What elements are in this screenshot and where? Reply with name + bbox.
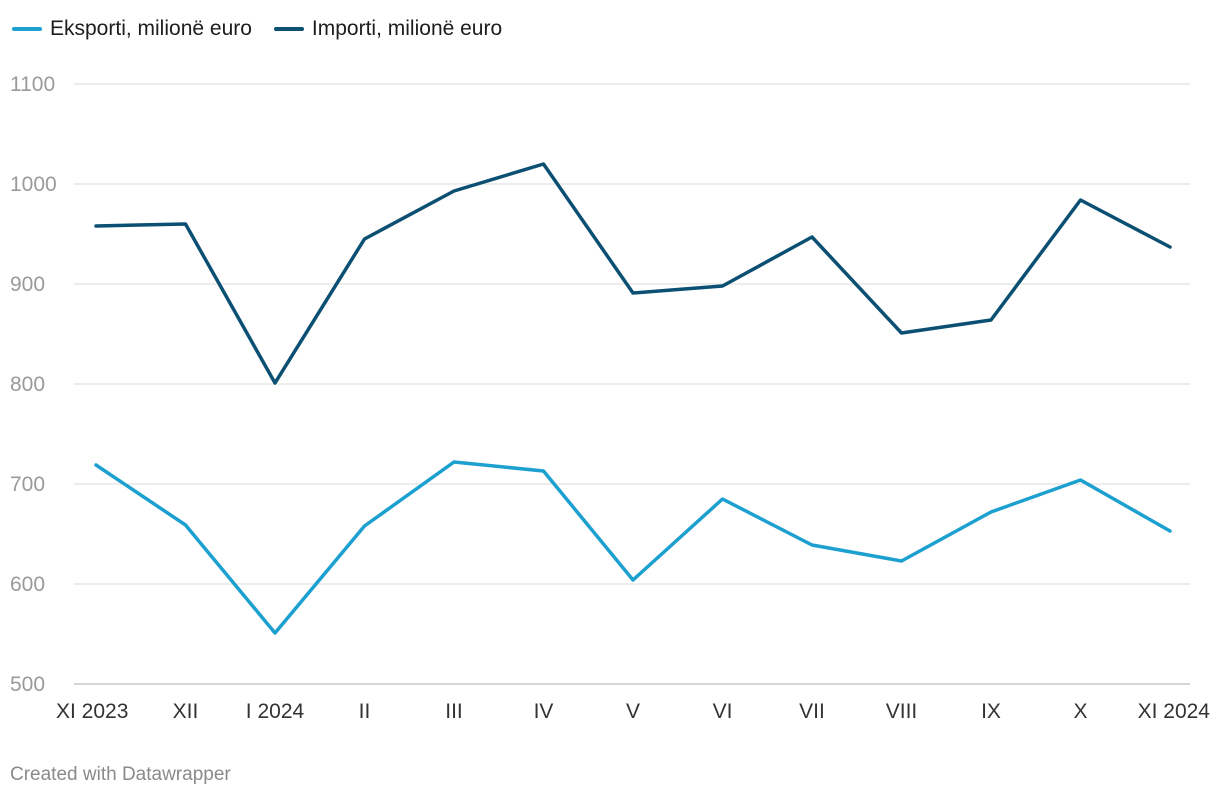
x-tick-label: I 2024 — [246, 700, 305, 723]
legend-item: Importi, milionë euro — [273, 17, 503, 41]
x-tick-label: VII — [799, 700, 825, 723]
y-tick-label: 600 — [10, 573, 45, 596]
x-tick-label: III — [445, 700, 463, 723]
x-tick-label: II — [359, 700, 371, 723]
y-tick-label: 800 — [10, 373, 45, 396]
footer-credit: Created with Datawrapper — [10, 764, 231, 785]
legend-label: Eksporti, milionë euro — [50, 17, 252, 40]
y-tick-label: 500 — [10, 673, 45, 696]
x-tick-label: XII — [173, 700, 199, 723]
x-tick-label: VI — [713, 700, 733, 723]
x-tick-label: IV — [534, 700, 554, 723]
y-tick-label: 700 — [10, 473, 45, 496]
legend: Eksporti, milionë euro Importi, milionë e… — [12, 14, 502, 44]
x-tick-label: XI 2024 — [1138, 700, 1211, 723]
y-tick-label: 1000 — [10, 173, 57, 196]
legend-swatch — [12, 27, 42, 31]
legend-item: Eksporti, milionë euro — [12, 17, 252, 41]
series-line-eksporti — [94, 460, 1172, 635]
x-tick-label: XI 2023 — [56, 700, 128, 723]
y-tick-label: 1100 — [10, 73, 55, 96]
x-tick-label: X — [1073, 700, 1087, 723]
y-tick-label: 900 — [10, 273, 45, 296]
legend-swatch — [273, 27, 304, 31]
series-line-importi — [94, 162, 1172, 385]
legend-label: Importi, milionë euro — [311, 17, 503, 40]
x-tick-label: V — [626, 700, 640, 723]
x-tick-label: VIII — [886, 700, 918, 723]
x-tick-label: IX — [981, 700, 1001, 723]
